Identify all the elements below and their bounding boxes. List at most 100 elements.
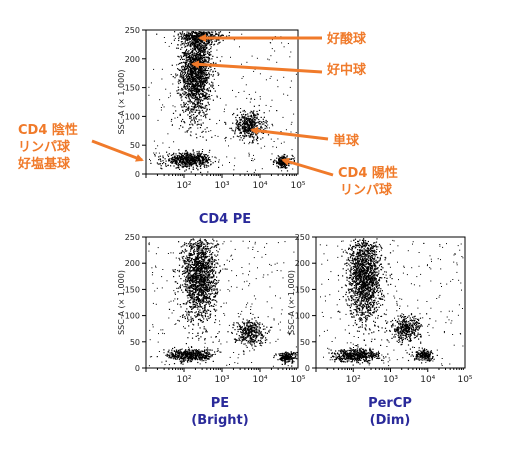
data-point	[207, 159, 209, 161]
data-point	[196, 59, 199, 61]
data-point	[179, 259, 181, 261]
data-point	[186, 57, 188, 59]
data-point	[195, 84, 197, 86]
data-point	[188, 107, 190, 109]
data-point	[184, 87, 186, 89]
data-point	[280, 142, 282, 144]
data-point	[192, 42, 194, 44]
data-point	[289, 56, 291, 58]
data-point	[204, 284, 206, 286]
data-point	[205, 256, 207, 258]
data-point	[207, 275, 209, 277]
data-point	[196, 282, 198, 284]
data-point	[200, 261, 202, 263]
data-point	[249, 122, 251, 124]
data-point	[257, 121, 259, 123]
data-point	[181, 43, 183, 45]
data-point	[204, 33, 206, 35]
data-point	[205, 257, 207, 259]
data-point	[278, 158, 280, 160]
data-point	[204, 68, 206, 71]
data-point	[209, 159, 211, 161]
data-point	[215, 336, 217, 338]
data-point	[201, 74, 203, 76]
data-point	[186, 271, 188, 273]
data-point	[202, 261, 204, 263]
data-point	[209, 277, 211, 279]
data-point	[196, 156, 198, 158]
data-point	[210, 276, 213, 278]
data-point	[207, 262, 210, 264]
data-point	[199, 40, 201, 42]
data-point	[194, 269, 196, 271]
data-point	[205, 74, 207, 76]
data-point	[187, 95, 189, 97]
data-point	[210, 247, 212, 249]
data-point	[192, 109, 194, 111]
data-point	[208, 48, 210, 51]
data-point	[172, 154, 174, 156]
data-point	[192, 80, 195, 82]
data-point	[181, 163, 183, 165]
data-point	[241, 114, 243, 116]
data-point	[182, 31, 184, 33]
data-point	[183, 58, 185, 60]
data-point	[199, 155, 202, 157]
data-point	[264, 127, 266, 129]
data-point	[205, 303, 207, 305]
data-point	[184, 91, 187, 93]
data-point	[253, 132, 255, 134]
data-point	[258, 119, 260, 121]
data-point	[286, 156, 288, 158]
data-point	[180, 74, 182, 76]
data-point	[244, 129, 246, 131]
data-point	[236, 108, 238, 110]
data-point	[202, 302, 204, 304]
data-point	[196, 115, 198, 117]
data-point	[276, 79, 278, 81]
data-point	[180, 162, 182, 164]
data-point	[179, 33, 182, 35]
data-point	[200, 156, 202, 158]
data-point	[187, 74, 190, 77]
data-point	[196, 137, 198, 139]
data-point	[195, 90, 197, 92]
data-point	[244, 116, 246, 118]
data-point	[197, 51, 199, 53]
data-point	[159, 163, 161, 165]
data-point	[196, 34, 198, 36]
data-point	[187, 284, 189, 286]
data-point	[162, 160, 164, 162]
data-point	[202, 80, 204, 82]
data-point	[195, 87, 197, 90]
data-point	[181, 106, 183, 108]
data-point	[201, 41, 203, 43]
data-point	[168, 158, 170, 160]
data-point	[201, 276, 204, 278]
data-point	[196, 269, 198, 271]
data-point	[264, 145, 266, 147]
data-point	[209, 44, 211, 46]
data-point	[189, 95, 191, 97]
data-point	[174, 158, 176, 160]
data-point	[257, 132, 259, 134]
data-point	[199, 271, 201, 273]
data-point	[180, 284, 182, 286]
data-point	[196, 251, 199, 253]
data-point	[226, 268, 228, 270]
data-point	[244, 114, 246, 116]
data-point	[188, 92, 190, 94]
data-point	[188, 277, 190, 279]
data-point	[204, 67, 206, 69]
data-point	[148, 86, 150, 88]
data-point	[204, 48, 206, 51]
data-point	[209, 298, 212, 300]
data-point	[204, 156, 206, 158]
data-point	[199, 127, 202, 129]
data-point	[279, 160, 281, 162]
data-point	[207, 281, 209, 284]
data-point	[184, 80, 186, 82]
data-point	[189, 78, 191, 80]
data-point	[195, 291, 197, 293]
